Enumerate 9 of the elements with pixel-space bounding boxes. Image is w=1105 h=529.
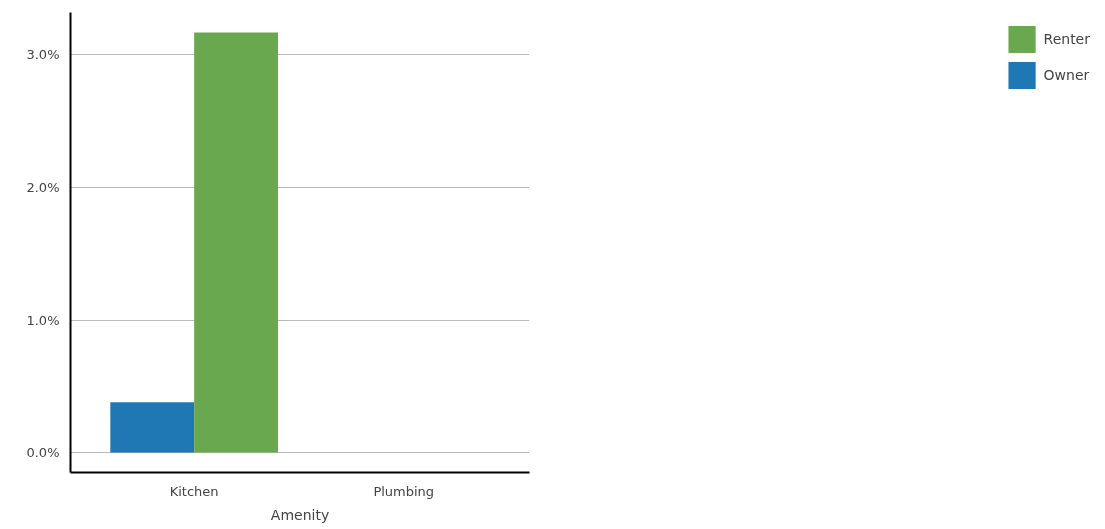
y-tick-label: 3.0% bbox=[26, 47, 60, 63]
x-tick-label: Kitchen bbox=[169, 483, 219, 499]
legend-label: Renter bbox=[1043, 31, 1090, 47]
x-tick-label: Plumbing bbox=[373, 483, 435, 499]
legend-label: Owner bbox=[1043, 67, 1090, 83]
x-axis-title: Amenity bbox=[270, 506, 330, 523]
y-tick-label: 1.0% bbox=[26, 312, 60, 328]
y-tick-label: 0.0% bbox=[26, 445, 60, 461]
y-tick-label: 2.0% bbox=[26, 179, 60, 195]
